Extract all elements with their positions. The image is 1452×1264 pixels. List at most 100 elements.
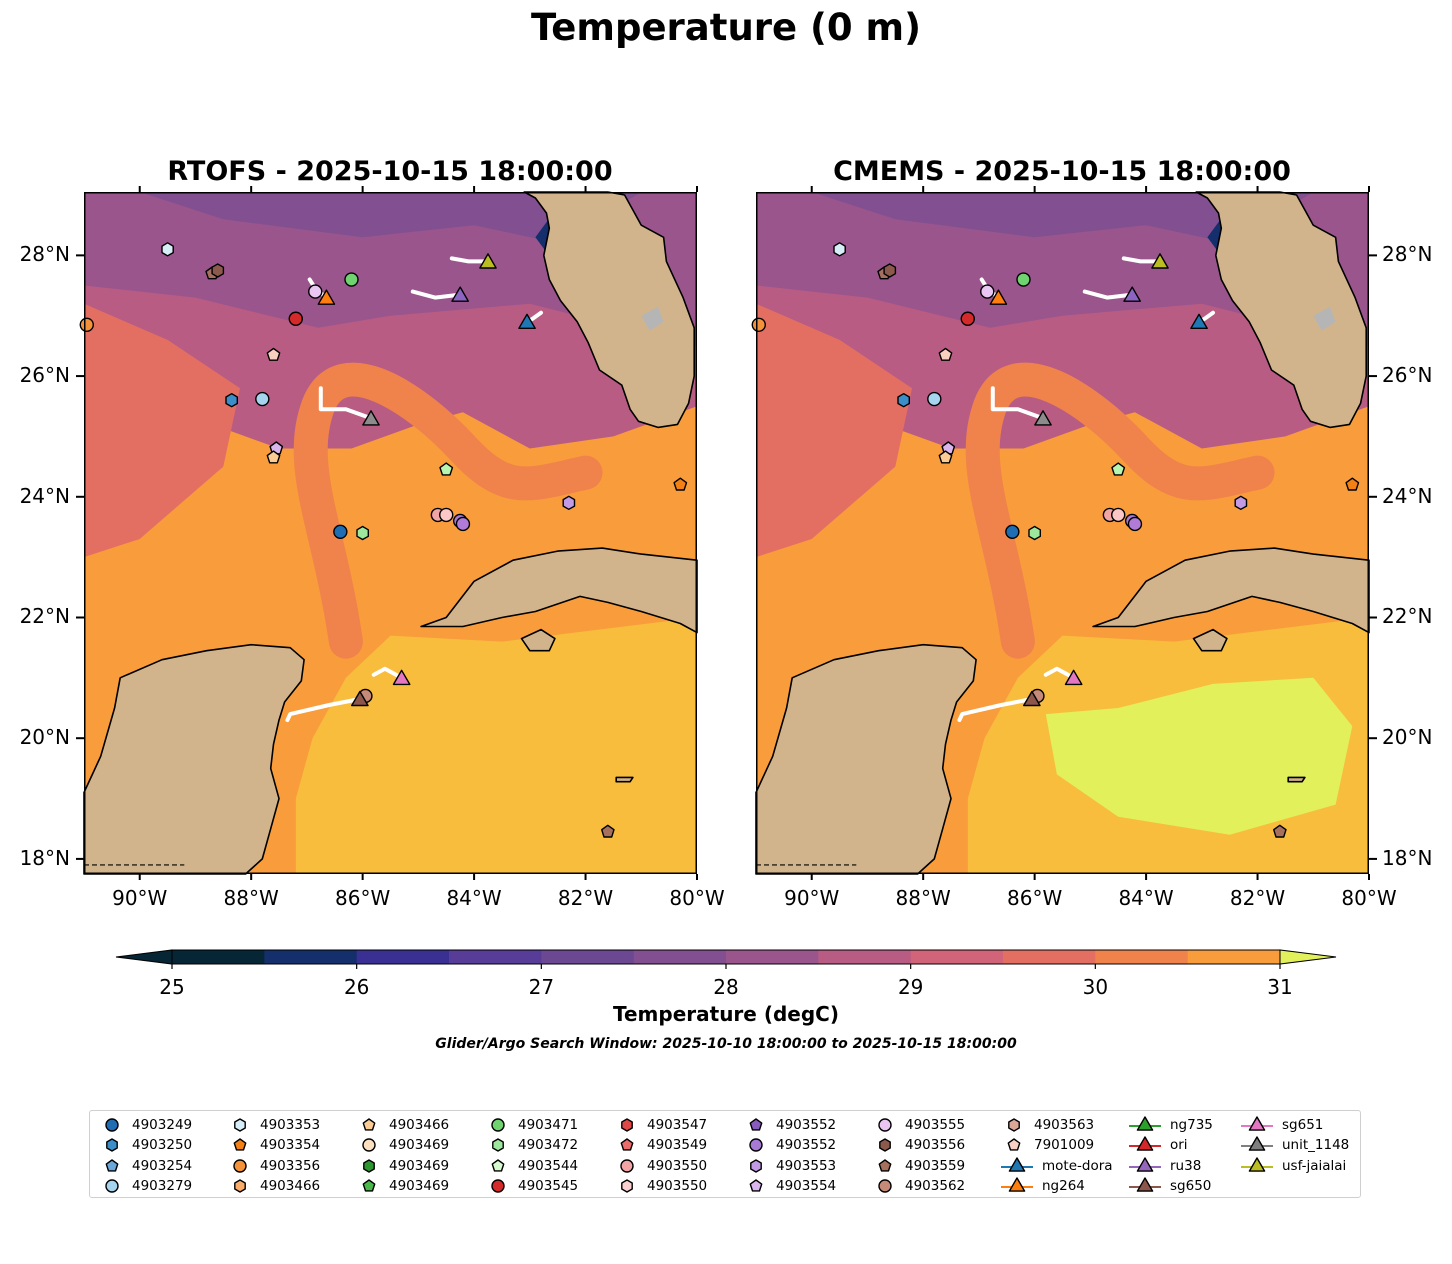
colorbar-segment: [1095, 950, 1189, 964]
hexagon-marker-icon: [234, 1179, 246, 1193]
legend-label: ru38: [1170, 1157, 1202, 1174]
triangle-marker-icon: [1241, 1156, 1273, 1172]
isla-de-la-juventud-land: [1192, 628, 1228, 652]
cayman-land: [1287, 776, 1306, 783]
legend-marker: [106, 1138, 118, 1152]
sg651-track: [1043, 666, 1076, 680]
pentagon-marker-icon: [749, 1117, 763, 1131]
legend-label: 4903544: [518, 1157, 579, 1174]
unit_1148-track: [990, 386, 1045, 421]
legend-label: 4903550: [647, 1157, 708, 1174]
legend-marker: [878, 1158, 892, 1172]
legend-entry-4903469: 4903469: [355, 1155, 449, 1176]
pentagon-marker-icon: [362, 1179, 376, 1192]
sst-band-29: [756, 303, 912, 558]
legend-entry-4903466: 4903466: [355, 1114, 449, 1135]
colorbar-segment: [356, 950, 450, 964]
circle-marker-icon: [491, 1179, 505, 1193]
legend-entry-4903356: 4903356: [226, 1155, 320, 1176]
cayman-land: [615, 776, 634, 783]
argo-4903549: [938, 347, 953, 361]
legend-label: ori: [1170, 1137, 1188, 1153]
lake-okeechobee: [1313, 306, 1336, 331]
yucatan-land: [755, 643, 977, 875]
legend-label: 4903466: [389, 1116, 450, 1133]
legend-label: 4903254: [132, 1157, 193, 1174]
legend-marker: [1008, 1156, 1026, 1172]
sst-band-27: [139, 192, 642, 244]
legend-label: 4903249: [132, 1116, 193, 1133]
triangle-marker-icon: [1129, 1156, 1161, 1172]
legend-entry-4903555: 4903555: [871, 1114, 965, 1135]
hexagon-marker-icon: [750, 1158, 762, 1173]
argo-4903544: [1111, 462, 1126, 476]
legend-marker: [878, 1117, 892, 1132]
legend-marker: [749, 1179, 763, 1192]
legend-marker: [233, 1138, 247, 1151]
legend-entry-4903563: 4903563: [1000, 1114, 1094, 1135]
legend-label: usf-jaialai: [1282, 1157, 1347, 1174]
rtofs-panel-title: RTOFS - 2025-10-15 18:00:00: [167, 156, 613, 187]
legend-entry-4903545: 4903545: [484, 1176, 578, 1197]
lon-tick-label-left: 86°W: [335, 886, 391, 910]
triangle-marker-icon: [1001, 1177, 1033, 1192]
legend-label: 4903356: [260, 1157, 321, 1174]
legend-label: 4903469: [389, 1137, 450, 1153]
legend-marker: [105, 1117, 119, 1132]
argo-4903471: [1016, 272, 1031, 287]
argo-4903555: [308, 284, 323, 299]
lon-tick-label-left: 80°W: [669, 886, 725, 910]
legend-label: 4903556: [905, 1137, 966, 1153]
legend-label: 4903466: [260, 1178, 321, 1194]
lon-tick-label-right: 84°W: [1118, 886, 1174, 910]
lat-tick-label-left: 24°N: [19, 483, 70, 508]
axes-frame: [84, 192, 697, 874]
legend-label: 4903547: [647, 1116, 708, 1133]
lon-tick-label-left: 90°W: [112, 886, 168, 910]
legend-label: 4903553: [776, 1157, 837, 1174]
legend-entry-4903249: 4903249: [98, 1114, 192, 1135]
legend-marker: [1136, 1115, 1154, 1131]
loop-current: [293, 362, 603, 659]
hexagon-marker-icon: [621, 1179, 633, 1193]
legend-entry-ng264: ng264: [1000, 1176, 1085, 1197]
figure-title: Temperature (0 m): [530, 6, 922, 49]
usf-jaialai-track: [1121, 256, 1162, 264]
legend-marker: [1248, 1136, 1266, 1151]
legend-entry-ori: ori: [1128, 1135, 1188, 1156]
lat-tick-label-right: 20°N: [1382, 725, 1433, 750]
argo-4903466: [938, 450, 953, 464]
argo-4903249: [333, 524, 348, 539]
legend-marker: [363, 1158, 375, 1173]
colorbar-segment: [172, 950, 265, 964]
colorbar-tick-label: 26: [344, 975, 369, 999]
sst-band-29: [84, 303, 240, 558]
legend-entry-ru38: ru38: [1128, 1155, 1201, 1176]
argo-4903552b: [1127, 516, 1143, 532]
legend-label: 4903559: [905, 1157, 966, 1174]
legend-entry-4903553: 4903553: [742, 1155, 836, 1176]
argo-4903356: [79, 317, 94, 332]
legend-marker: [1007, 1138, 1021, 1151]
legend-marker: [749, 1138, 763, 1152]
legend-marker: [105, 1158, 119, 1172]
legend-marker: [621, 1179, 633, 1193]
legend-label: 4903552: [776, 1137, 837, 1153]
search-window-note: Glider/Argo Search Window: 2025-10-10 18…: [435, 1036, 1017, 1052]
legend: 4903249 4903250 4903254 4903279 4903353 49033…: [89, 1110, 1361, 1198]
glider-ru38: [1123, 286, 1141, 302]
lat-tick-label-left: 20°N: [19, 725, 70, 750]
sg650-track: [957, 697, 1034, 723]
glider-sg651: [392, 669, 411, 686]
legend-label: 4903549: [647, 1137, 708, 1153]
colorbar-segment: [726, 950, 819, 964]
pentagon-marker-icon: [878, 1158, 892, 1172]
sg650-track: [285, 697, 362, 723]
argo-4903354: [673, 477, 688, 491]
lon-tick-label-right: 90°W: [784, 886, 840, 910]
triangle-marker-icon: [1129, 1177, 1161, 1192]
legend-label: 4903472: [518, 1137, 579, 1153]
legend-marker: [879, 1138, 891, 1152]
legend-marker: [233, 1158, 247, 1173]
pentagon-marker-icon: [362, 1117, 376, 1131]
